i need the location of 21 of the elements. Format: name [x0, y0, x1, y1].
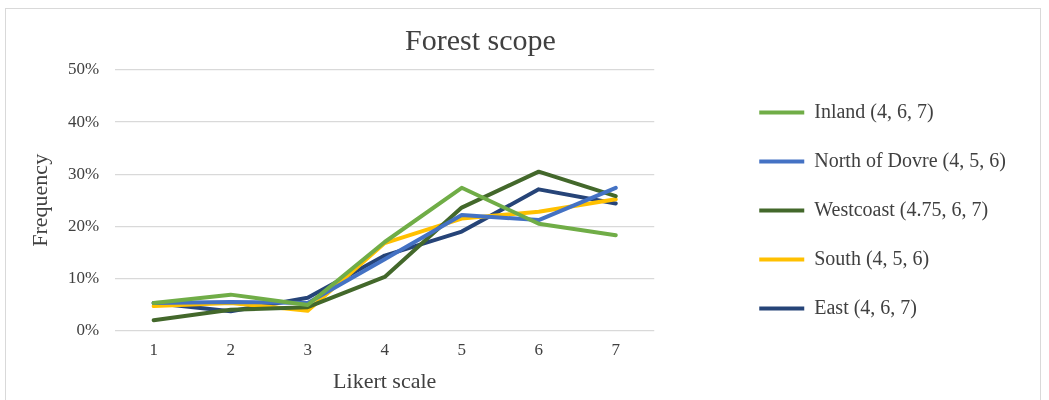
x-tick-label: 3	[303, 340, 312, 360]
y-tick-label: 30%	[67, 163, 100, 183]
y-tick-label: 40%	[67, 111, 100, 131]
y-tick-label: 20%	[67, 215, 100, 235]
legend-label: East (4, 6, 7)	[814, 295, 918, 319]
legend-label: South (4, 5, 6)	[814, 246, 930, 270]
x-axis-title: Likert scale	[333, 367, 437, 393]
y-tick-label: 10%	[67, 267, 100, 287]
x-tick-label: 4	[380, 340, 390, 360]
x-tick-label: 6	[534, 340, 543, 360]
legend-label: Inland (4, 6, 7)	[814, 99, 934, 123]
y-tick-label: 50%	[67, 59, 100, 79]
y-axis-title: Frequency	[26, 153, 52, 247]
x-tick-label: 5	[457, 340, 466, 360]
legend-label: North of Dovre (4, 5, 6)	[814, 148, 1006, 172]
y-tick-label: 0%	[76, 320, 100, 340]
chart-title: Forest scope	[405, 22, 556, 56]
x-tick-label: 7	[611, 340, 621, 360]
x-tick-label: 1	[149, 340, 158, 360]
legend-label: Westcoast (4.75, 6, 7)	[814, 197, 989, 221]
x-tick-label: 2	[226, 340, 235, 360]
